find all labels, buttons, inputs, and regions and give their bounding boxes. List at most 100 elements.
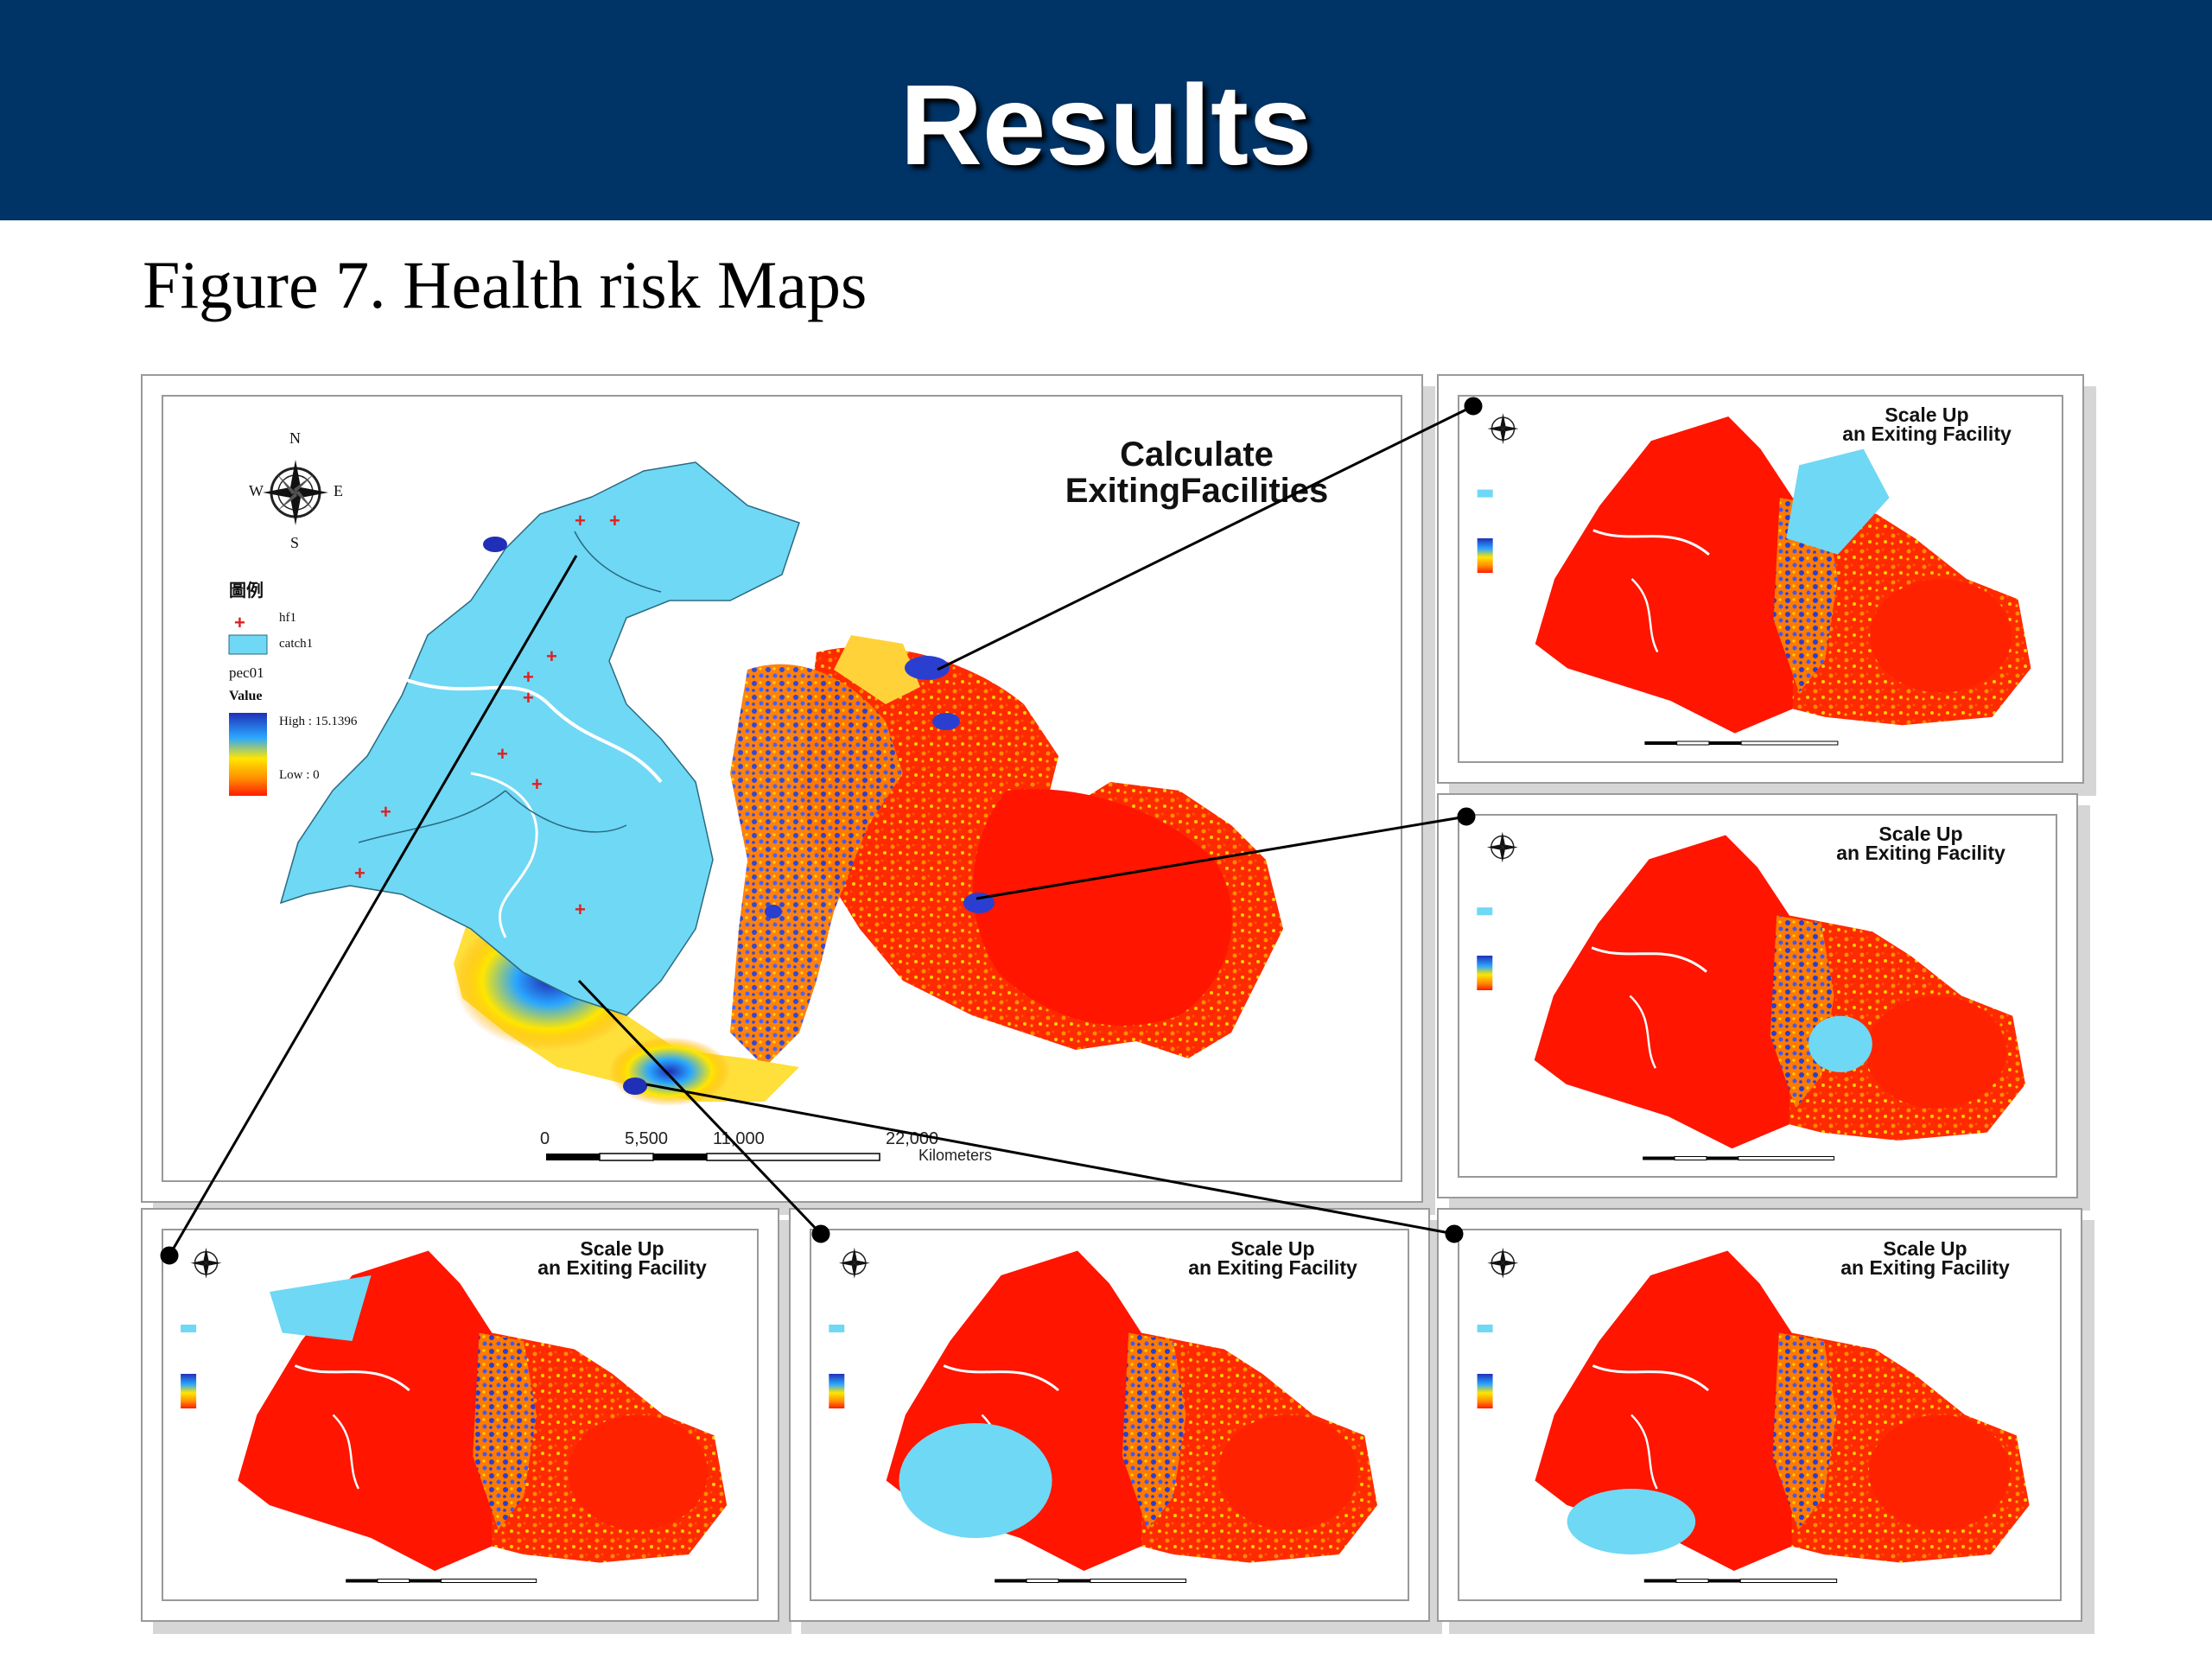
main-map-title: Calculate ExitingFacilities: [1024, 436, 1370, 509]
figure-caption: Figure 7. Health risk Maps: [143, 247, 868, 322]
facility-marker: +: [380, 801, 391, 823]
main-map-title-line2: ExitingFacilities: [1065, 472, 1329, 510]
main-map-panel: + + + + + + + + + +: [141, 374, 1423, 1203]
risk-transition-band: [730, 664, 903, 1067]
scenario-map-title-line2: an Exiting Facility: [1836, 842, 2005, 864]
legend-high-label: High : 15.1396: [279, 715, 358, 728]
scale-bar-graphic: [546, 1153, 880, 1161]
risk-region-west: [1535, 416, 1800, 734]
compass-rose-icon: [1487, 1247, 1519, 1279]
scale-tick-2: 11,000: [713, 1129, 765, 1148]
river-line: [1592, 529, 1710, 556]
scenario-map-title-line2: an Exiting Facility: [1840, 1256, 2010, 1279]
scenario-map-canvas: [829, 1247, 1377, 1583]
scenario-map-title-line2: an Exiting Facility: [1842, 423, 2012, 445]
scenario-map-title-line1: Scale Up: [1230, 1237, 1315, 1260]
legend-gradient-swatch: [1477, 538, 1493, 573]
catchment-area: [1567, 1489, 1696, 1554]
facility-marker: +: [575, 510, 586, 531]
catchment-area: [1786, 448, 1890, 555]
legend-catchment-swatch: [1477, 907, 1493, 916]
scenario-map-canvas: [1477, 1247, 2030, 1583]
legend-gradient-swatch: [1477, 956, 1493, 990]
legend-low-label: Low : 0: [279, 768, 320, 782]
facility-marker: +: [523, 687, 534, 709]
legend-value-label: Value: [229, 689, 263, 703]
risk-region-east-core: [568, 1414, 709, 1530]
scenario-map-frame: [1458, 1229, 2062, 1601]
scenario-map-panel-top-right: Scale Up an Exiting Facility: [1437, 374, 2084, 784]
facility-marker: +: [531, 773, 543, 795]
compass-rose-icon: [1487, 413, 1519, 445]
legend-facility-label: hf1: [279, 611, 296, 625]
high-risk-blob: [905, 656, 950, 680]
scale-unit: Kilometers: [918, 1147, 993, 1164]
facility-marker: +: [546, 645, 557, 667]
scenario-map-panel-bottom-middle: Scale Up an Exiting Facility: [789, 1208, 1430, 1622]
scenario-map-canvas: [1477, 831, 2025, 1160]
legend-catchment-swatch: [228, 634, 268, 655]
risk-transition-band: [1772, 1332, 1837, 1530]
river-line: [1630, 1414, 1658, 1490]
high-risk-blob: [483, 537, 507, 552]
legend-gradient-swatch: [229, 713, 267, 796]
high-risk-blob: [932, 713, 960, 730]
scenario-map-title-line1: Scale Up: [1883, 1237, 1967, 1260]
risk-hotspot-south: [609, 1037, 730, 1106]
high-risk-blob: [765, 905, 782, 918]
scale-bar-graphic: [1643, 1579, 1838, 1583]
catchment-area: [899, 1423, 1052, 1538]
facility-marker: +: [523, 666, 534, 688]
compass-n: N: [289, 429, 301, 447]
catchment-area: [270, 1275, 372, 1341]
scenario-map-canvas: [1477, 413, 2031, 746]
river-line: [943, 1364, 1059, 1392]
risk-region-west: [1535, 1250, 1799, 1571]
legend-gradient-swatch: [829, 1374, 845, 1408]
risk-yellow-strip: [834, 635, 920, 704]
facility-marker: +: [609, 510, 620, 531]
risk-region-east-core: [1870, 579, 2012, 693]
scale-tick-0: 0: [540, 1129, 550, 1148]
catchment-area: [279, 461, 800, 1016]
legend-catchment-swatch: [181, 1325, 197, 1332]
compass-rose-icon: [1486, 831, 1518, 863]
compass-rose-icon: [838, 1247, 870, 1279]
scenario-map-title: Scale Up an Exiting Facility: [1806, 405, 2048, 445]
compass-e: E: [334, 482, 343, 499]
compass-rose-icon: [190, 1247, 222, 1279]
scale-bar-graphic: [1644, 741, 1839, 746]
scale-tick-1: 5,500: [625, 1129, 669, 1148]
scale-bar-graphic: [346, 1579, 537, 1583]
river-line: [1592, 1364, 1710, 1392]
river-line: [294, 1364, 410, 1392]
compass-rose-icon: [263, 460, 328, 525]
high-risk-blob: [623, 1077, 647, 1095]
scenario-map-title-line2: an Exiting Facility: [1188, 1256, 1357, 1279]
risk-transition-band: [1122, 1332, 1186, 1530]
legend-gradient-swatch: [181, 1374, 197, 1408]
scenario-map-title: Scale Up an Exiting Facility: [501, 1239, 743, 1278]
legend-catchment-label: catch1: [279, 637, 314, 651]
catchment-area: [1808, 1015, 1872, 1072]
legend-catchment-swatch: [829, 1325, 845, 1332]
scale-bar-graphic: [1643, 1156, 1835, 1160]
compass-w: W: [249, 482, 264, 499]
slide-title: Results: [899, 61, 1313, 188]
scenario-map-title: Scale Up an Exiting Facility: [1800, 823, 2042, 864]
river-line: [1629, 995, 1657, 1069]
scale-bar-graphic: [995, 1579, 1187, 1583]
scenario-map-title: Scale Up an Exiting Facility: [1152, 1237, 1394, 1279]
scenario-map-title-line1: Scale Up: [1878, 823, 1963, 845]
facility-marker: +: [575, 899, 586, 920]
risk-region-east-core: [1868, 1414, 2011, 1530]
risk-transition-band: [473, 1332, 537, 1530]
high-risk-blob: [963, 893, 995, 913]
compass-s: S: [290, 534, 300, 551]
legend-heading: 圖例: [229, 582, 264, 601]
facility-marker: +: [354, 862, 365, 884]
scenario-map-frame: [1458, 814, 2057, 1178]
risk-region-west: [238, 1250, 499, 1571]
facility-marker: +: [497, 743, 508, 765]
slide-header: Results: [0, 0, 2212, 220]
